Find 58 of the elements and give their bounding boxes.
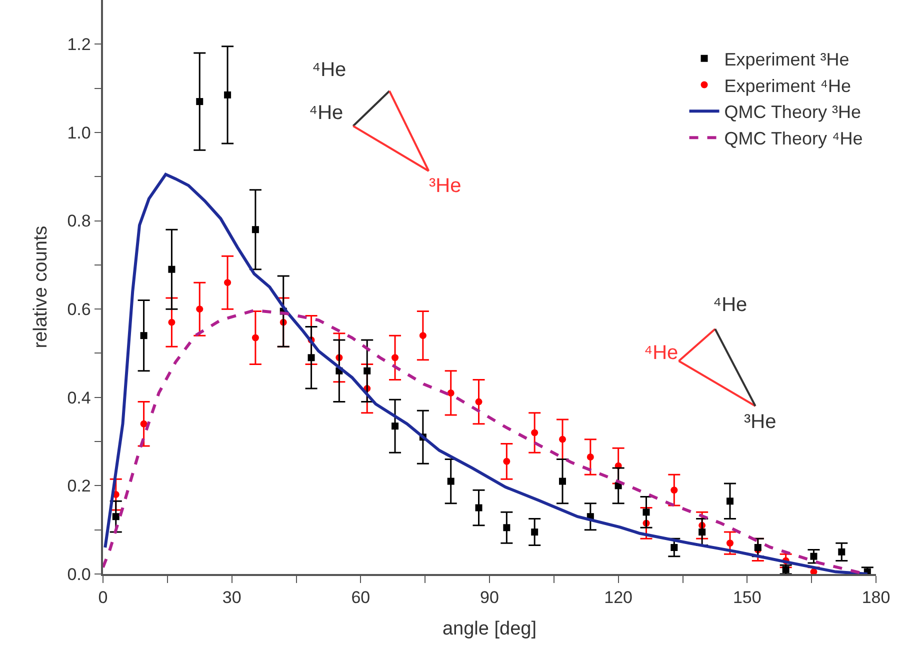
point <box>698 528 706 536</box>
y-tick-label: 1.2 <box>67 35 91 54</box>
legend-label: QMC Theory ³He <box>724 102 861 122</box>
x-tick-label: 180 <box>862 588 890 608</box>
x-tick-label: 90 <box>480 588 499 608</box>
point <box>224 279 232 286</box>
point <box>531 429 538 436</box>
y-tick-label: 0.2 <box>67 476 91 496</box>
point <box>168 318 176 326</box>
legend-label: Experiment ⁴He <box>724 76 852 96</box>
point <box>475 504 482 512</box>
point <box>196 306 204 313</box>
point <box>392 422 399 430</box>
x-tick-label: 30 <box>222 588 242 608</box>
point <box>503 524 510 532</box>
point <box>168 266 176 273</box>
point <box>252 226 259 234</box>
point <box>559 436 566 443</box>
y-axis-title: relative counts <box>30 226 52 348</box>
annotation: ³He <box>744 411 776 433</box>
x-axis-title: angle [deg] <box>442 618 537 640</box>
point <box>224 91 232 98</box>
point <box>447 389 454 396</box>
y-tick-label: 1.0 <box>67 123 91 142</box>
point <box>503 458 510 465</box>
point <box>140 332 148 340</box>
point <box>419 332 426 340</box>
y-tick-label: 0.4 <box>67 388 91 408</box>
point <box>559 478 566 485</box>
x-tick-label: 120 <box>604 588 633 608</box>
annotation: ³He <box>429 175 462 197</box>
point <box>531 528 538 536</box>
point <box>726 498 734 505</box>
annotation: ⁴He <box>644 342 678 364</box>
annotation: ⁴He <box>309 102 344 124</box>
point <box>642 508 650 516</box>
x-tick-label: 150 <box>732 588 762 608</box>
point <box>252 334 259 342</box>
point <box>586 453 594 460</box>
point <box>475 398 482 406</box>
point <box>392 354 399 362</box>
y-tick-label: 0.0 <box>67 564 91 584</box>
annotation: ⁴He <box>312 59 346 81</box>
x-tick-label: 60 <box>351 588 370 608</box>
point <box>364 367 371 374</box>
x-tick-label: 0 <box>98 588 108 608</box>
point <box>112 513 120 520</box>
point <box>308 354 315 362</box>
point <box>196 98 204 106</box>
y-tick-label: 0.8 <box>67 212 91 231</box>
point <box>140 420 148 428</box>
legend-label: Experiment ³He <box>724 49 850 70</box>
legend-label: QMC Theory ⁴He <box>724 128 863 149</box>
y-tick-label: 0.6 <box>67 300 91 320</box>
point <box>726 540 734 547</box>
point <box>447 478 454 485</box>
annotation: ⁴He <box>713 294 748 316</box>
point <box>670 486 678 494</box>
